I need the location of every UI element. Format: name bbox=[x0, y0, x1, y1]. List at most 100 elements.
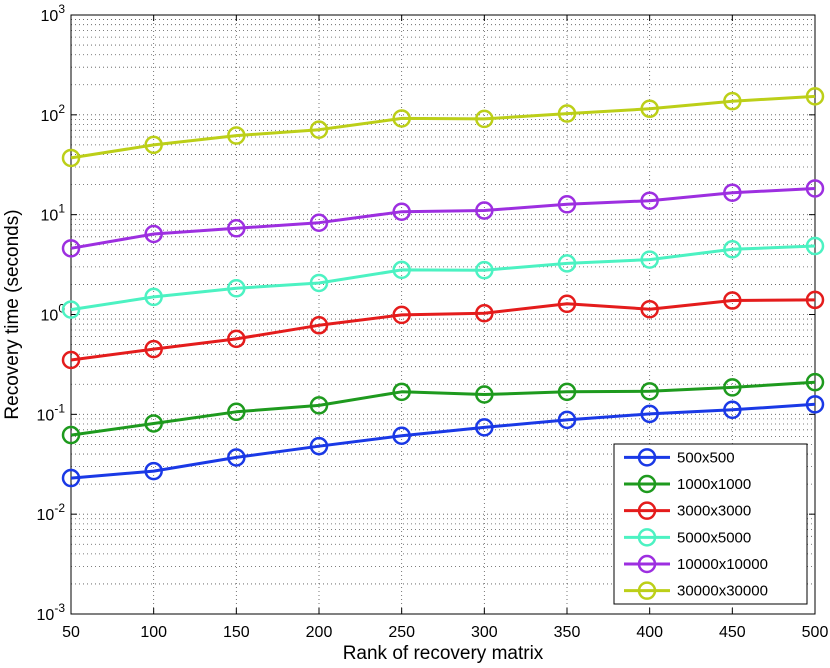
y-axis-title: Recovery time (seconds) bbox=[2, 209, 23, 419]
data-point bbox=[805, 372, 825, 392]
series-500x500 bbox=[61, 395, 825, 488]
data-point bbox=[309, 436, 329, 456]
x-tick-label: 300 bbox=[471, 624, 498, 641]
series-3000x3000 bbox=[61, 290, 825, 370]
data-point bbox=[475, 260, 494, 280]
data-point bbox=[309, 213, 329, 232]
legend-label: 3000x3000 bbox=[677, 503, 751, 520]
x-axis-title: Rank of recovery matrix bbox=[343, 643, 544, 664]
x-tick-label: 400 bbox=[636, 624, 663, 641]
x-tick-label: 450 bbox=[719, 624, 746, 641]
data-point bbox=[640, 382, 659, 401]
data-point bbox=[557, 195, 577, 214]
data-point bbox=[805, 290, 825, 310]
data-point bbox=[805, 179, 825, 198]
series-line bbox=[70, 380, 816, 437]
legend-item: 10000x10000 bbox=[624, 554, 768, 574]
data-point bbox=[640, 404, 659, 424]
data-point bbox=[144, 339, 163, 359]
y-tick-label: 10-3 bbox=[37, 601, 66, 624]
legend-marker bbox=[637, 528, 657, 547]
data-point bbox=[475, 385, 494, 404]
data-point bbox=[61, 239, 81, 258]
grid bbox=[71, 14, 815, 614]
legend-marker bbox=[637, 581, 657, 600]
legend-label: 500x500 bbox=[677, 449, 735, 466]
legend-label: 5000x5000 bbox=[677, 529, 751, 546]
data-point bbox=[309, 120, 329, 139]
legend-item: 3000x3000 bbox=[624, 501, 751, 520]
data-point bbox=[805, 236, 825, 256]
data-point bbox=[475, 109, 494, 129]
data-point bbox=[392, 109, 411, 128]
legend-marker bbox=[637, 448, 657, 467]
data-point bbox=[392, 382, 411, 402]
data-point bbox=[144, 414, 163, 433]
x-tick-label: 200 bbox=[306, 624, 333, 641]
series-group bbox=[61, 87, 825, 488]
series-10000x10000 bbox=[61, 179, 825, 258]
data-point bbox=[61, 468, 81, 488]
legend-box bbox=[613, 443, 808, 605]
data-point bbox=[61, 425, 81, 445]
data-point bbox=[309, 316, 329, 335]
legend-label: 1000x1000 bbox=[677, 476, 751, 493]
x-tick-label: 100 bbox=[140, 624, 167, 641]
data-point bbox=[723, 91, 742, 111]
data-point bbox=[227, 402, 246, 422]
data-point bbox=[392, 260, 411, 280]
legend: 500x500 1000x1000 3000x3000 5000x5000 10000x… bbox=[613, 443, 808, 605]
data-point bbox=[144, 287, 163, 307]
legend-item: 1000x1000 bbox=[624, 474, 751, 494]
y-tick-label: 102 bbox=[41, 102, 66, 125]
legend-label: 30000x30000 bbox=[677, 583, 768, 600]
data-point bbox=[227, 329, 246, 349]
series-1000x1000 bbox=[61, 372, 825, 445]
data-point bbox=[392, 305, 411, 325]
data-point bbox=[309, 273, 329, 293]
data-point bbox=[557, 294, 577, 314]
data-point bbox=[227, 279, 246, 298]
data-point bbox=[227, 126, 246, 145]
axis-ticks: 50 100 150 200 250 300 350 400 450 500 10-3 10-2 10-… bbox=[37, 2, 829, 641]
x-tick-label: 500 bbox=[802, 624, 829, 641]
data-point bbox=[640, 299, 659, 319]
data-point bbox=[475, 303, 494, 323]
series-5000x5000 bbox=[61, 236, 825, 319]
data-point bbox=[805, 395, 825, 414]
data-point bbox=[723, 400, 742, 420]
legend-marker bbox=[637, 501, 657, 520]
legend-item: 500x500 bbox=[624, 448, 735, 467]
data-point bbox=[723, 240, 742, 259]
legend-item: 30000x30000 bbox=[624, 581, 768, 600]
x-tick-label: 150 bbox=[223, 624, 250, 641]
data-point bbox=[557, 104, 577, 123]
y-tick-label: 103 bbox=[41, 2, 66, 25]
data-point bbox=[227, 219, 246, 238]
series-line bbox=[70, 298, 816, 362]
y-tick-label: 101 bbox=[41, 202, 66, 225]
data-point bbox=[144, 224, 163, 244]
series-line bbox=[70, 402, 816, 480]
data-point bbox=[557, 382, 577, 402]
data-point bbox=[61, 148, 81, 168]
y-tick-label: 10-2 bbox=[37, 501, 66, 524]
data-point bbox=[392, 426, 411, 446]
data-point bbox=[557, 254, 577, 273]
data-point bbox=[723, 183, 742, 202]
data-point bbox=[640, 191, 659, 210]
x-tick-label: 250 bbox=[388, 624, 415, 641]
data-point bbox=[227, 448, 246, 467]
series-30000x30000 bbox=[61, 87, 825, 168]
data-point bbox=[475, 201, 494, 220]
data-point bbox=[805, 87, 825, 106]
data-point bbox=[723, 378, 742, 397]
y-tick-label: 100 bbox=[41, 302, 66, 325]
x-tick-label: 50 bbox=[62, 624, 80, 641]
data-point bbox=[475, 418, 494, 437]
data-point bbox=[723, 291, 742, 310]
legend-label: 10000x10000 bbox=[677, 556, 768, 573]
data-point bbox=[640, 99, 659, 119]
y-tick-label: 10-1 bbox=[37, 401, 66, 424]
